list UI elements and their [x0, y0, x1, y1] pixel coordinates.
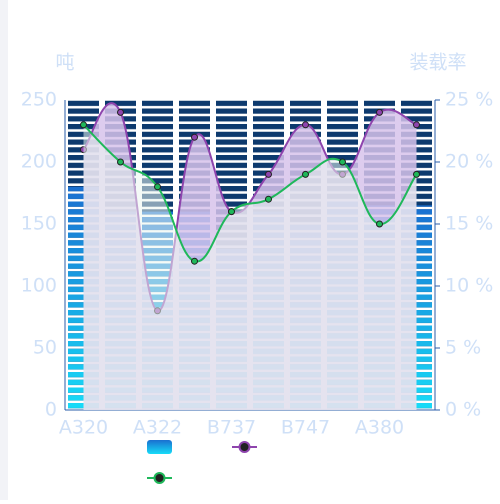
- y2-tick-label: 15 %: [445, 213, 493, 235]
- y2-tick-label: 0 %: [445, 399, 481, 421]
- line-point: [191, 133, 198, 141]
- line-point: [154, 183, 161, 191]
- line-point: [339, 158, 346, 166]
- line-point: [302, 170, 309, 178]
- x-tick-label: A380: [355, 417, 404, 439]
- y-tick-label: 150: [21, 213, 57, 235]
- line-point: [413, 121, 420, 129]
- line-point: [80, 121, 87, 129]
- line-point: [191, 257, 198, 265]
- y2-axis-name: 装载率: [409, 52, 466, 74]
- line-point: [302, 121, 309, 129]
- y-tick-label: 0: [45, 399, 57, 421]
- side-strip: [0, 0, 8, 500]
- y2-tick-label: 25 %: [445, 89, 493, 111]
- y2-tick-label: 10 %: [445, 275, 493, 297]
- line-point: [265, 195, 272, 203]
- x-tick-label: B747: [281, 417, 330, 439]
- legend-symbol: [238, 441, 251, 453]
- line-point: [265, 170, 272, 178]
- line-point: [117, 158, 124, 166]
- y-tick-label: 50: [33, 337, 57, 359]
- y-tick-label: 100: [21, 275, 57, 297]
- y-tick-label: 250: [21, 89, 57, 111]
- line-point: [413, 170, 420, 178]
- line-area: [83, 124, 417, 411]
- y-tick-label: 200: [21, 151, 57, 173]
- legend-symbol: [147, 440, 172, 454]
- y-axis-name: 吨: [55, 52, 74, 74]
- line-point: [228, 208, 235, 216]
- y2-tick-label: 5 %: [445, 337, 481, 359]
- x-tick-label: A320: [59, 417, 108, 439]
- line: [82, 124, 418, 263]
- legend-symbol: [153, 472, 166, 484]
- line-point: [117, 108, 124, 116]
- line-point: [376, 108, 383, 116]
- y2-tick-label: 20 %: [445, 151, 493, 173]
- x-tick-label: B737: [207, 417, 256, 439]
- line-point: [376, 220, 383, 228]
- x-tick-label: A322: [133, 417, 182, 439]
